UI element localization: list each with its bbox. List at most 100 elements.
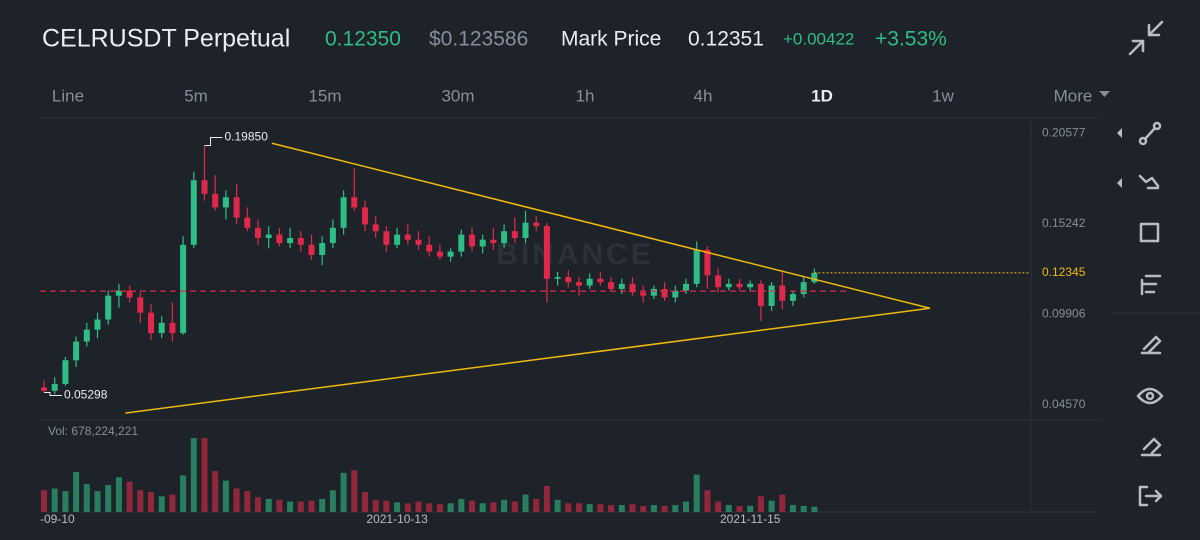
volume-bar	[447, 503, 454, 512]
change-pct: +3.53%	[875, 28, 947, 51]
candle-body	[244, 217, 251, 228]
position-tool[interactable]	[1140, 274, 1162, 296]
fib-tool[interactable]	[1138, 174, 1160, 190]
volume-bar	[169, 494, 176, 512]
trendline-tool[interactable]	[1138, 121, 1162, 146]
interval-tab[interactable]: 4h	[694, 86, 713, 105]
candle-body	[190, 180, 197, 245]
candle-body	[212, 193, 219, 208]
candle-body	[661, 288, 668, 298]
volume-bar	[522, 494, 529, 512]
volume-bar	[704, 490, 711, 512]
candle-body	[362, 207, 368, 225]
candle-body	[790, 294, 796, 301]
volume-bar	[222, 480, 229, 512]
volume-bar	[757, 496, 764, 512]
volume-bar	[683, 501, 689, 512]
volume-bar	[276, 499, 283, 512]
volume-bar	[768, 500, 775, 512]
edit-tool[interactable]	[1140, 335, 1162, 355]
interval-tab[interactable]: 1h	[576, 86, 595, 105]
candle-body	[800, 282, 807, 295]
candle-body	[308, 244, 315, 255]
last-price: 0.12350	[325, 28, 401, 51]
volume-bar	[265, 498, 272, 512]
candle-body	[340, 197, 347, 228]
change: +0.00422	[783, 29, 854, 48]
collapse-icon[interactable]	[1128, 20, 1164, 56]
candle-body	[329, 227, 336, 244]
volume-bar	[255, 497, 261, 512]
candle-body	[811, 272, 818, 283]
volume-bar	[158, 496, 165, 512]
volume-bar	[661, 505, 668, 512]
candle-body	[126, 290, 133, 298]
candle-body	[693, 249, 700, 284]
candle-body	[533, 222, 540, 227]
y-tick-label: 0.09906	[1042, 306, 1086, 320]
eraser-tool[interactable]	[1140, 437, 1162, 457]
interval-tab[interactable]: More	[1054, 86, 1093, 105]
volume-bar	[340, 472, 347, 512]
volume-bar	[736, 505, 743, 512]
volume-bar	[73, 471, 80, 512]
volume-bar	[693, 474, 700, 512]
y-tick-label: 0.20577	[1042, 125, 1086, 139]
candle-body	[372, 224, 379, 232]
candle-body	[83, 329, 90, 342]
volume-bar	[329, 490, 336, 512]
volume-bar	[725, 505, 732, 512]
candle-body	[683, 283, 689, 291]
expand-arrows[interactable]	[1117, 128, 1122, 188]
rect-tool[interactable]	[1139, 222, 1160, 243]
volume-bar	[554, 499, 561, 512]
volume-bar	[115, 477, 122, 512]
volume-bar	[297, 501, 304, 512]
candle-body	[41, 387, 47, 391]
volume-bar	[180, 475, 187, 512]
annotation-label: 0.05298	[64, 388, 108, 402]
annotation-leader	[44, 392, 62, 397]
candle-body	[233, 197, 240, 218]
price-axis: 0.20577 0.15242 0.09906 0.04570 0.12345	[1031, 125, 1086, 411]
candle-body	[672, 290, 679, 298]
candle-body	[543, 226, 550, 279]
interval-tab[interactable]: Line	[52, 86, 84, 105]
volume-bar	[394, 502, 401, 512]
candle-body	[94, 319, 101, 330]
last-price-label: 0.12345	[1042, 265, 1086, 279]
volume-bar	[747, 505, 754, 512]
volume-bar	[672, 505, 679, 512]
candle-body	[629, 283, 636, 293]
candle-body	[265, 234, 272, 238]
candle-body	[597, 278, 604, 283]
trendline	[125, 307, 931, 414]
interval-tab[interactable]: 30m	[441, 86, 474, 105]
candle-body	[522, 222, 529, 238]
x-tick-label: 2021-09-10	[13, 512, 75, 526]
y-tick-label: 0.04570	[1042, 397, 1086, 411]
interval-tab[interactable]: 5m	[184, 86, 208, 105]
volume-bar	[83, 484, 90, 512]
volume-bar	[458, 498, 465, 512]
y-tick-label: 0.15242	[1042, 216, 1086, 230]
interval-tab[interactable]: 1w	[932, 86, 954, 105]
volume-bar	[383, 500, 390, 512]
volume-bar	[469, 500, 475, 512]
candle-body	[137, 297, 144, 313]
more-caret[interactable]	[1099, 91, 1110, 97]
x-tick-label: 2021-10-13	[366, 512, 428, 526]
visibility-tool[interactable]	[1136, 387, 1164, 405]
volume-bar	[479, 503, 486, 512]
candle-body	[768, 285, 775, 306]
candle-body	[276, 234, 283, 244]
mark-label: Mark Price	[561, 28, 661, 51]
volume-bar	[715, 501, 722, 512]
interval-tab[interactable]: 1D	[811, 86, 833, 105]
candle-body	[640, 292, 647, 296]
interval-tab[interactable]: 15m	[308, 86, 341, 105]
volume-bar	[51, 488, 58, 512]
exit-tool[interactable]	[1138, 485, 1163, 507]
volume-bar	[533, 498, 540, 512]
